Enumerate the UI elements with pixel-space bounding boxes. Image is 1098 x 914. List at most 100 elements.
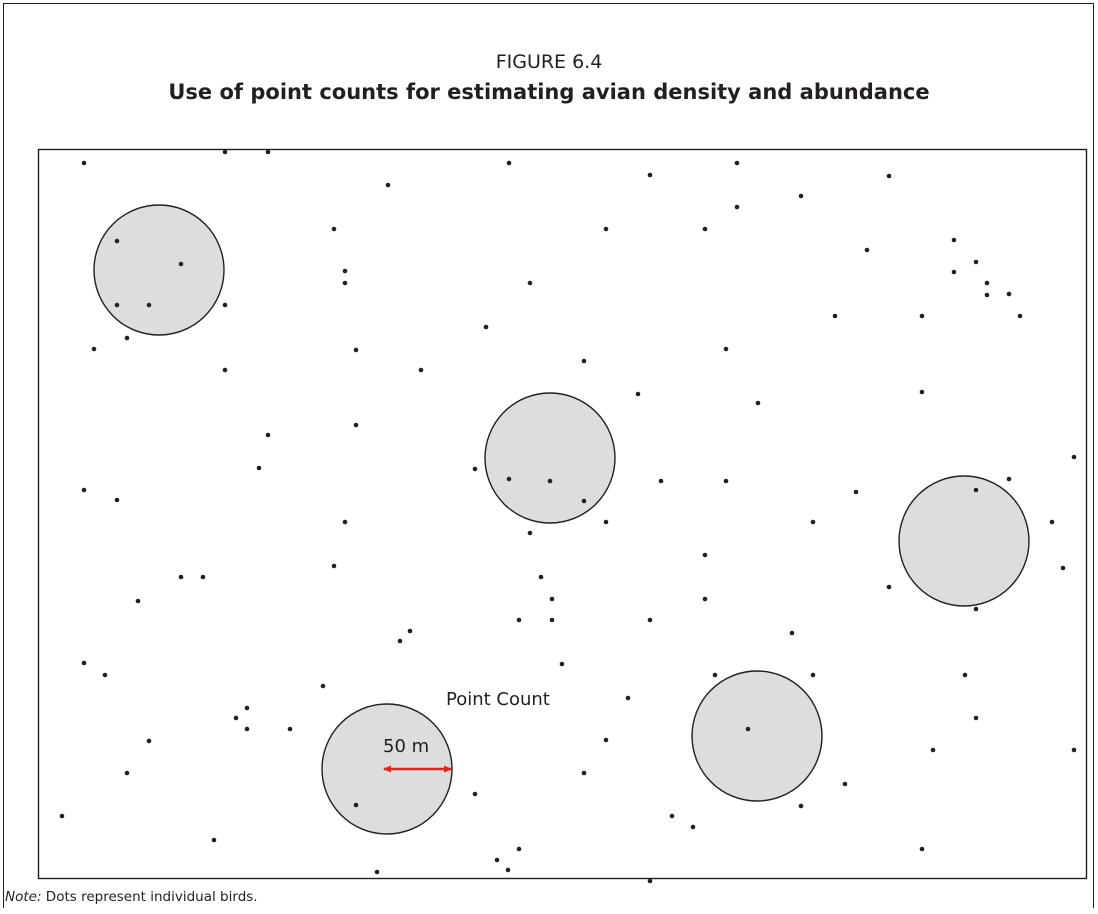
bird-dot bbox=[864, 247, 870, 253]
bird-dot bbox=[222, 367, 228, 373]
bird-dot bbox=[538, 574, 544, 580]
bird-dot bbox=[549, 617, 555, 623]
bird-dot bbox=[647, 172, 653, 178]
bird-dot bbox=[798, 193, 804, 199]
bird-dot bbox=[472, 791, 478, 797]
bird-dot bbox=[211, 837, 217, 843]
bird-dot bbox=[832, 313, 838, 319]
bird-dot bbox=[581, 358, 587, 364]
bird-dot bbox=[962, 672, 968, 678]
bird-dot bbox=[549, 596, 555, 602]
bird-dot bbox=[810, 672, 816, 678]
bird-dot bbox=[124, 770, 130, 776]
bird-dot bbox=[505, 867, 511, 873]
bird-dot bbox=[506, 476, 512, 482]
bird-dot bbox=[81, 660, 87, 666]
bird-dot bbox=[265, 432, 271, 438]
bird-dot bbox=[690, 824, 696, 830]
bird-dot bbox=[1006, 291, 1012, 297]
bird-dot bbox=[287, 726, 293, 732]
bird-dot bbox=[886, 173, 892, 179]
bird-dot bbox=[385, 182, 391, 188]
bird-dot bbox=[494, 857, 500, 863]
note-text: Dots represent individual birds. bbox=[41, 889, 258, 905]
bird-dot bbox=[527, 530, 533, 536]
bird-dot bbox=[702, 596, 708, 602]
bird-dot bbox=[222, 149, 228, 155]
bird-dot bbox=[647, 878, 653, 884]
bird-dot bbox=[527, 280, 533, 286]
bird-dot bbox=[559, 661, 565, 667]
bird-dot bbox=[146, 302, 152, 308]
bird-dot bbox=[178, 261, 184, 267]
bird-dot bbox=[919, 846, 925, 852]
bird-dot bbox=[506, 160, 512, 166]
bird-dot bbox=[789, 630, 795, 636]
bird-dot bbox=[407, 628, 413, 634]
bird-dot bbox=[114, 497, 120, 503]
bird-dot bbox=[723, 478, 729, 484]
point-count-circle bbox=[93, 204, 225, 336]
bird-dot bbox=[200, 574, 206, 580]
bird-dot bbox=[973, 259, 979, 265]
bird-dot bbox=[712, 672, 718, 678]
radius-label: 50 m bbox=[383, 736, 429, 757]
bird-dot bbox=[483, 324, 489, 330]
bird-dot bbox=[1060, 565, 1066, 571]
bird-dot bbox=[178, 574, 184, 580]
bird-dot bbox=[581, 770, 587, 776]
bird-dot bbox=[320, 683, 326, 689]
bird-dot bbox=[702, 226, 708, 232]
bird-dot bbox=[353, 802, 359, 808]
bird-dot bbox=[516, 846, 522, 852]
note-prefix: Note: bbox=[5, 889, 42, 905]
bird-dot bbox=[244, 705, 250, 711]
bird-dot bbox=[146, 738, 152, 744]
bird-dot bbox=[342, 268, 348, 274]
point-count-label: Point Count bbox=[446, 689, 550, 710]
bird-dot bbox=[418, 367, 424, 373]
bird-dot bbox=[886, 584, 892, 590]
bird-dot bbox=[810, 519, 816, 525]
point-count-circles bbox=[93, 204, 1030, 835]
bird-dot bbox=[397, 638, 403, 644]
bird-dot bbox=[114, 302, 120, 308]
bird-dot bbox=[973, 487, 979, 493]
bird-dot bbox=[256, 465, 262, 471]
point-count-circle bbox=[691, 670, 823, 802]
bird-dot bbox=[81, 160, 87, 166]
figure-frame bbox=[3, 3, 1094, 908]
bird-dot bbox=[102, 672, 108, 678]
bird-dot bbox=[244, 726, 250, 732]
bird-dot bbox=[702, 552, 708, 558]
study-area-boundary bbox=[37, 148, 1088, 880]
bird-dot bbox=[1006, 476, 1012, 482]
bird-dot bbox=[331, 563, 337, 569]
bird-dot bbox=[59, 813, 65, 819]
bird-dot bbox=[603, 737, 609, 743]
bird-dot bbox=[124, 335, 130, 341]
bird-dot bbox=[265, 149, 271, 155]
bird-dot bbox=[635, 391, 641, 397]
bird-dot bbox=[842, 781, 848, 787]
figure-title: Use of point counts for estimating avian… bbox=[168, 80, 930, 104]
bird-dot bbox=[581, 498, 587, 504]
bird-dot bbox=[81, 487, 87, 493]
bird-dot bbox=[135, 598, 141, 604]
figure-label: FIGURE 6.4 bbox=[495, 51, 603, 73]
bird-dot bbox=[723, 346, 729, 352]
bird-dot bbox=[353, 347, 359, 353]
bird-dot bbox=[374, 869, 380, 875]
figure-note: Note: Dots represent individual birds. bbox=[5, 889, 258, 905]
bird-dot bbox=[342, 280, 348, 286]
bird-dot bbox=[91, 346, 97, 352]
point-count-circle bbox=[484, 392, 616, 524]
bird-dot bbox=[798, 803, 804, 809]
bird-dot bbox=[919, 313, 925, 319]
bird-dot bbox=[1017, 313, 1023, 319]
bird-dot bbox=[233, 715, 239, 721]
bird-dot bbox=[984, 280, 990, 286]
bird-dot bbox=[547, 478, 553, 484]
bird-dot bbox=[919, 389, 925, 395]
bird-dot bbox=[745, 726, 751, 732]
